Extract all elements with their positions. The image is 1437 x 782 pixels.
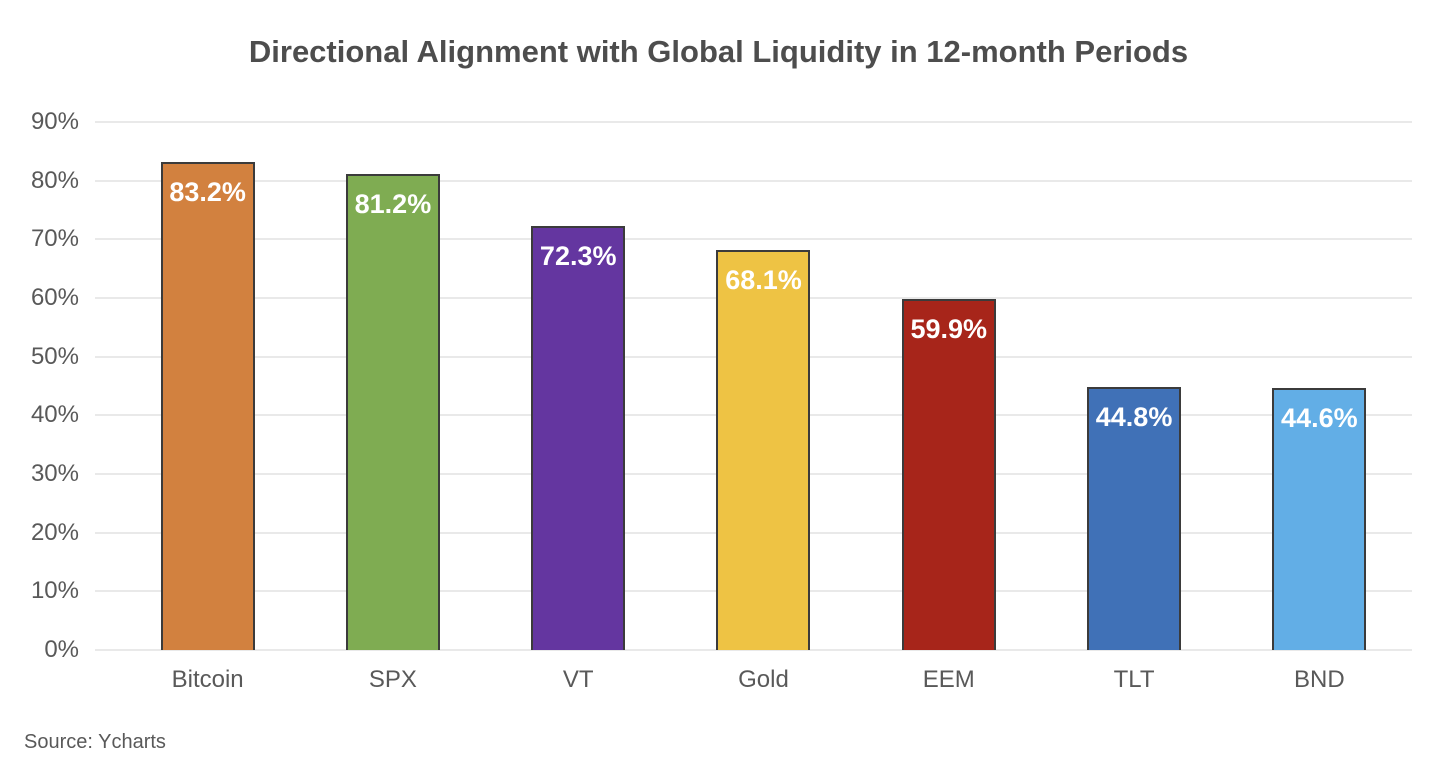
x-tick-label-vt: VT bbox=[562, 666, 594, 693]
source-note: Source: Ycharts bbox=[24, 731, 166, 753]
bar-slot-gold: 68.1% bbox=[671, 122, 856, 650]
bar-slot-tlt: 44.8% bbox=[1041, 122, 1226, 650]
plot-area: 0% 10% 20% 30% 40% 50% 60% 70% 80% 90% 83.2% 81.2%… bbox=[31, 110, 1412, 693]
bar-slot-spx: 81.2% bbox=[300, 122, 485, 650]
y-tick-label: 20% bbox=[30, 518, 79, 546]
bar-value-label: 59.9% bbox=[910, 313, 988, 344]
y-tick-label: 80% bbox=[30, 166, 79, 194]
gridline bbox=[95, 121, 1412, 123]
x-tick-label-tlt: TLT bbox=[1113, 666, 1155, 693]
chart-title: Directional Alignment with Global Liquid… bbox=[248, 34, 1189, 69]
x-tick-label-gold: Gold bbox=[738, 666, 789, 693]
x-tick-label-bnd: BND bbox=[1293, 666, 1345, 693]
bar-vt: 72.3% bbox=[531, 225, 626, 650]
bar-spx: 81.2% bbox=[345, 173, 440, 650]
x-tick-label-spx: SPX bbox=[368, 666, 417, 693]
y-tick-label: 10% bbox=[30, 577, 79, 605]
bar-value-label: 68.1% bbox=[725, 265, 802, 296]
y-tick-label: 90% bbox=[30, 108, 79, 135]
gridline bbox=[95, 649, 1412, 651]
bars-container: 83.2% 81.2% 72.3% 68.1% 59.9% 44.8% 44.6% bbox=[115, 122, 1412, 650]
x-axis: Bitcoin SPX VT Gold EEM TLT BND bbox=[115, 666, 1412, 694]
y-tick-label: 40% bbox=[30, 401, 79, 429]
bar-value-label: 83.2% bbox=[169, 176, 246, 207]
y-tick-label: 50% bbox=[30, 342, 79, 370]
bar-bnd: 44.6% bbox=[1272, 388, 1367, 650]
bar-bitcoin: 83.2% bbox=[160, 161, 255, 650]
bar-eem: 59.9% bbox=[901, 298, 996, 650]
y-tick-label: 30% bbox=[30, 460, 79, 488]
bar-slot-bnd: 44.6% bbox=[1227, 122, 1412, 650]
x-tick-label-bitcoin: Bitcoin bbox=[171, 666, 244, 693]
gridline bbox=[95, 179, 1412, 182]
gridline bbox=[95, 238, 1412, 241]
bar-tlt: 44.8% bbox=[1087, 387, 1182, 650]
bar-value-label: 44.8% bbox=[1095, 402, 1173, 433]
y-tick-label: 60% bbox=[30, 284, 79, 312]
bar-slot-eem: 59.9% bbox=[856, 122, 1041, 650]
bar-slot-vt: 72.3% bbox=[486, 122, 671, 650]
bar-value-label: 44.6% bbox=[1281, 403, 1358, 434]
bar-value-label: 72.3% bbox=[539, 240, 617, 271]
bar-slot-bitcoin: 83.2% bbox=[115, 122, 300, 650]
bar-gold: 68.1% bbox=[716, 250, 811, 650]
y-tick-label: 0% bbox=[44, 636, 79, 663]
x-tick-label-eem: EEM bbox=[922, 666, 975, 693]
y-tick-label: 70% bbox=[30, 225, 79, 253]
y-axis: 0% 10% 20% 30% 40% 50% 60% 70% 80% 90% bbox=[9, 110, 79, 662]
bar-value-label: 81.2% bbox=[354, 188, 432, 219]
